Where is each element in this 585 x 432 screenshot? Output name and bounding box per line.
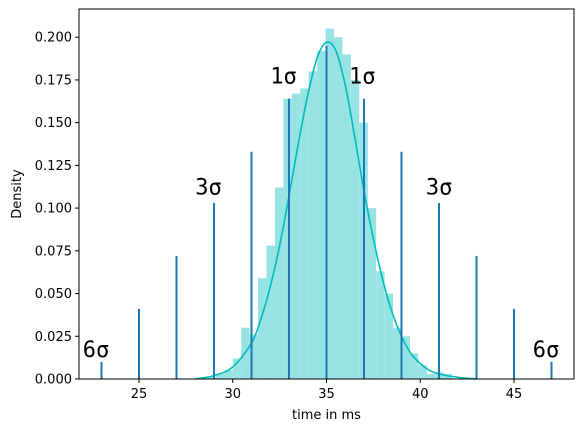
y-tick-label: 0.050 [35, 287, 72, 302]
y-axis: 0.000 0.025 0.050 0.075 0.100 0.125 0.150 0.175… [35, 31, 79, 388]
histogram-bar [325, 28, 334, 380]
histogram-bar [342, 54, 351, 379]
histogram-bar [367, 208, 377, 379]
y-tick-label: 0.200 [35, 31, 72, 46]
y-tick-label: 0.025 [35, 330, 72, 345]
histogram-layer [207, 28, 453, 380]
sigma-annotation: 1σ [270, 64, 297, 89]
x-axis-label: time in ms [292, 408, 361, 423]
y-axis-label: Density [10, 169, 25, 219]
histogram-bar [393, 327, 402, 379]
histogram-bar [258, 278, 267, 379]
x-tick-label: 25 [131, 387, 148, 402]
histogram-bar [266, 245, 275, 379]
y-tick-label: 0.000 [35, 373, 72, 388]
histogram-bar [207, 377, 216, 379]
y-tick-label: 0.100 [35, 202, 72, 217]
histogram-bar [308, 71, 318, 379]
histogram-bar [384, 293, 394, 379]
sigma-lines-layer [100, 45, 553, 379]
histogram-bar [232, 358, 242, 379]
histogram-bar [215, 373, 225, 379]
kde-layer [195, 41, 477, 380]
x-axis: 25 30 35 40 45 [131, 379, 523, 402]
y-tick-label: 0.075 [35, 244, 72, 259]
y-tick-label: 0.175 [35, 73, 72, 88]
histogram-bar [300, 88, 309, 380]
histogram-bar [274, 187, 284, 379]
x-tick-label: 45 [506, 387, 523, 402]
histogram-bar [418, 365, 427, 379]
y-tick-label: 0.125 [35, 159, 72, 174]
histogram-bar [426, 373, 436, 379]
x-tick-label: 40 [412, 387, 429, 402]
x-tick-label: 35 [318, 387, 335, 402]
kde-curve [195, 41, 477, 380]
y-tick-label: 0.150 [35, 116, 72, 131]
histogram-bar [224, 370, 233, 379]
histogram-bar [401, 336, 410, 379]
histogram-bar [317, 50, 326, 380]
histogram-bar [334, 37, 343, 380]
histogram-bar [350, 79, 360, 379]
annotations-layer: 6σ 3σ 1σ 1σ 3σ 6σ [83, 64, 560, 362]
x-tick-label: 30 [224, 387, 241, 402]
sigma-annotation: 3σ [426, 175, 453, 200]
sigma-annotation: 6σ [533, 338, 560, 363]
sigma-annotation: 1σ [349, 64, 376, 89]
histogram-bar [376, 271, 385, 379]
histogram-bar [283, 98, 292, 379]
histogram-bar [409, 353, 419, 379]
sigma-annotation: 6σ [83, 338, 110, 363]
sigma-annotation: 3σ [195, 175, 222, 200]
histogram-bar [249, 334, 259, 379]
histogram-bar [291, 93, 301, 380]
